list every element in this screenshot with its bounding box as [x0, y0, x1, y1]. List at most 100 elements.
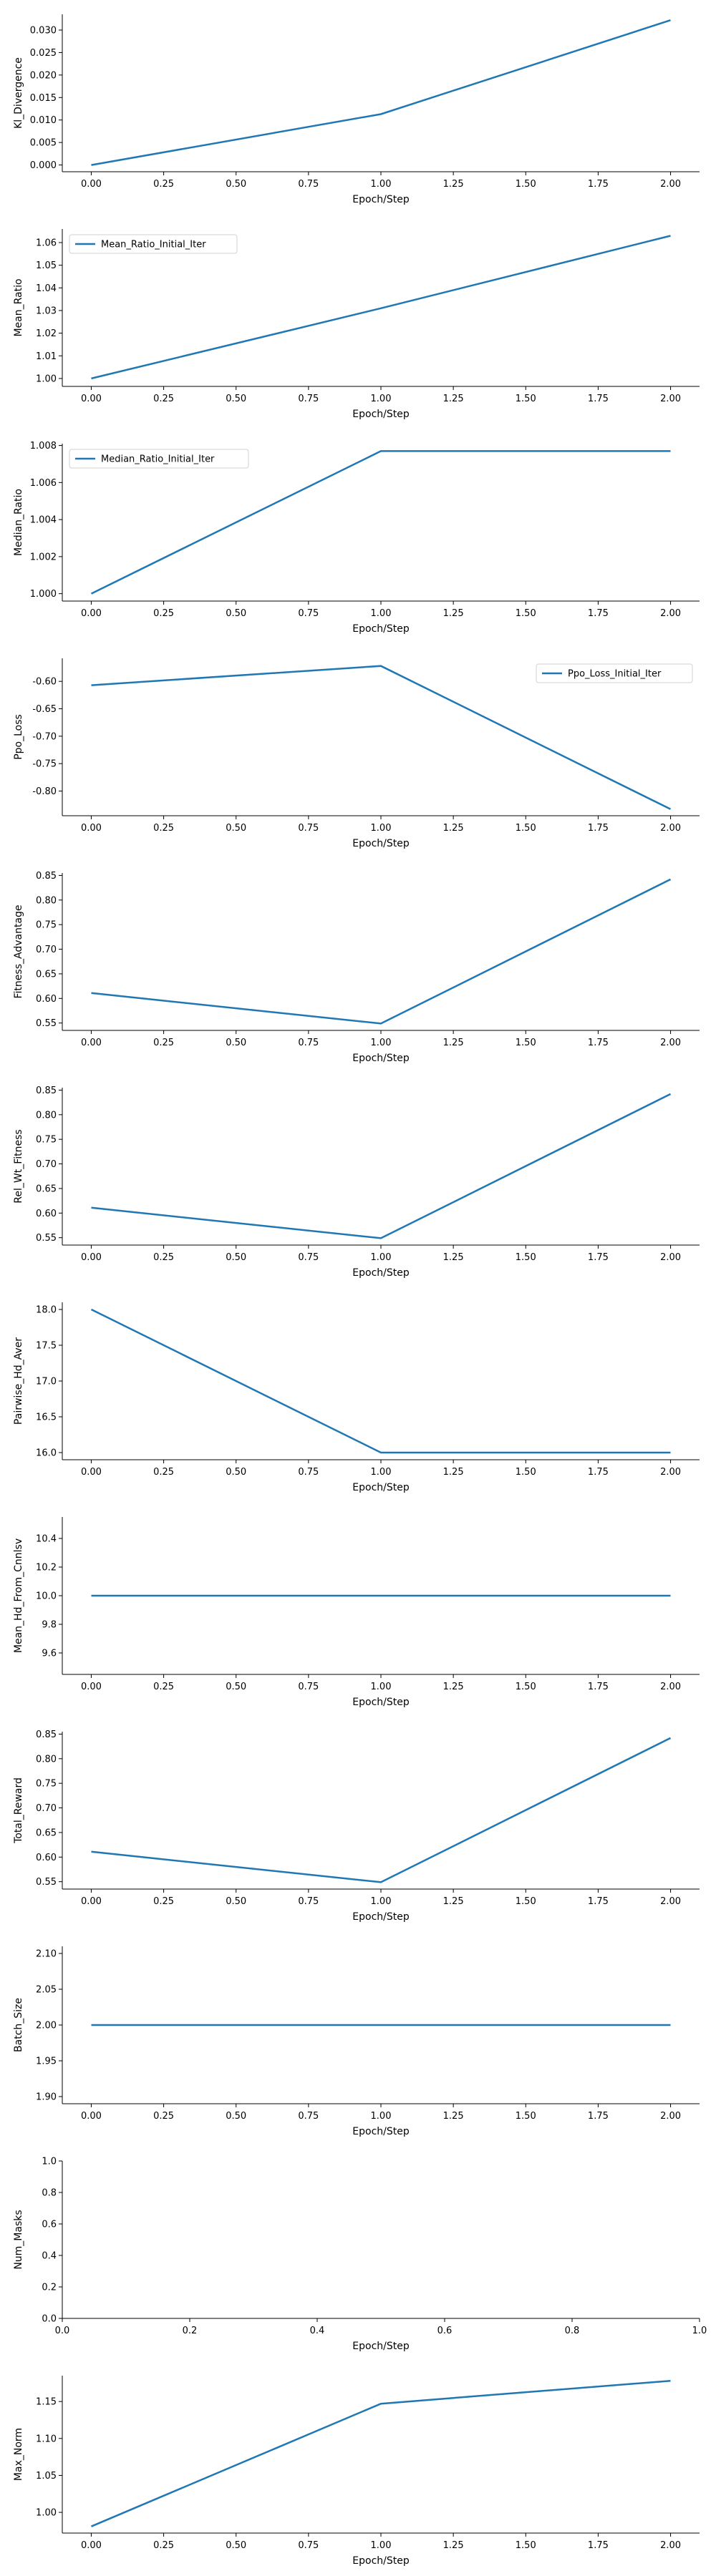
x-tick-label: 0.2: [183, 2326, 198, 2336]
y-tick-label: 1.05: [36, 260, 57, 271]
x-tick-label: 2.00: [660, 394, 681, 404]
x-tick-label: 1.50: [516, 1682, 536, 1692]
chart-panel-2: 0.00 0.25 0.50 0.75 1.00 1.25 1.50 1.75 2.00 1.00…: [13, 229, 700, 420]
x-tick-label: 1.75: [588, 179, 609, 190]
x-axis-label: Epoch/Step: [352, 2341, 410, 2352]
y-tick-label: 0.010: [30, 115, 57, 126]
x-tick-label: 0.75: [298, 2111, 319, 2122]
x-tick-label: 0.25: [153, 1896, 174, 1907]
x-tick-label: 1.00: [371, 1038, 392, 1048]
x-tick-label: 0.00: [81, 2111, 102, 2122]
x-tick-label: 2.00: [660, 2111, 681, 2122]
x-tick-label: 0.25: [153, 823, 174, 834]
x-tick-label: 1.00: [371, 394, 392, 404]
x-tick-label: 1.75: [588, 2111, 609, 2122]
y-tick-label: 18.0: [36, 1305, 57, 1316]
series-line-1: [91, 19, 671, 166]
y-tick-label: 1.06: [36, 238, 57, 248]
x-tick-label: 1.75: [588, 823, 609, 834]
series-line-1: [91, 2379, 671, 2527]
legend-frame: [536, 663, 693, 683]
y-tick-label: 0.65: [36, 1184, 57, 1194]
y-tick-label: 0.75: [36, 1135, 57, 1146]
y-tick-label: 10.4: [36, 1534, 57, 1545]
y-tick-label: 16.5: [36, 1413, 57, 1423]
y-tick-label: 1.006: [30, 478, 57, 489]
x-tick-label: 0.00: [81, 1682, 102, 1692]
x-axis-label: Epoch/Step: [352, 2126, 410, 2137]
x-tick-label: 1.50: [516, 823, 536, 834]
x-tick-label: 0.00: [81, 2540, 102, 2551]
y-tick-label: 2.00: [36, 2021, 57, 2031]
x-tick-label: 0.4: [310, 2326, 325, 2336]
x-axis-label: Epoch/Step: [352, 838, 410, 849]
series-line-1: [91, 665, 672, 810]
x-tick-label: 0.75: [298, 1682, 319, 1692]
x-axis-label: Epoch/Step: [352, 1053, 410, 1064]
y-tick-label: 1.00: [36, 2508, 57, 2519]
y-tick-label: 0.020: [30, 70, 57, 81]
legend-label: Ppo_Loss_Initial_Iter: [568, 669, 662, 680]
y-tick-label: 1.000: [30, 589, 57, 600]
chart-panel-6: 0.00 0.25 0.50 0.75 1.00 1.25 1.50 1.75 2.00 0.55…: [13, 1085, 700, 1279]
x-tick-label: 1.25: [443, 608, 464, 619]
y-tick-label: 1.15: [36, 2397, 57, 2408]
x-tick-label: 0.75: [298, 2540, 319, 2551]
chart-panel-3: 0.00 0.25 0.50 0.75 1.00 1.25 1.50 1.75 2.00 1.00…: [13, 441, 700, 635]
x-tick-label: 0.8: [565, 2326, 580, 2336]
x-tick-label: 1.50: [516, 394, 536, 404]
x-tick-label: 1.75: [588, 1252, 609, 1263]
x-tick-label: 0.25: [153, 1252, 174, 1263]
y-tick-label: 0.55: [36, 1233, 57, 1244]
x-tick-label: 1.75: [588, 1467, 609, 1478]
x-tick-label: 0.50: [226, 2540, 246, 2551]
y-tick-label: 1.00: [36, 374, 57, 384]
x-tick-label: 1.00: [371, 823, 392, 834]
x-tick-label: 0.50: [226, 1252, 246, 1263]
x-tick-label: 1.25: [443, 1467, 464, 1478]
y-tick-label: 17.5: [36, 1341, 57, 1352]
x-axis-label: Epoch/Step: [352, 1697, 410, 1708]
y-tick-label: 2.10: [36, 1949, 57, 1960]
x-tick-label: 0.00: [81, 1252, 102, 1263]
x-tick-label: 2.00: [660, 608, 681, 619]
x-tick-label: 0.75: [298, 179, 319, 190]
y-axis-label: Rel_Wt_Fitness: [13, 1129, 24, 1203]
x-tick-label: 0.25: [153, 1682, 174, 1692]
y-tick-label: 0.005: [30, 138, 57, 149]
y-tick-label: -0.70: [32, 731, 57, 742]
y-tick-label: -0.60: [32, 677, 57, 688]
x-tick-label: 2.00: [660, 823, 681, 834]
y-tick-label: 0.025: [30, 48, 57, 59]
x-tick-label: 0.25: [153, 608, 174, 619]
y-tick-label: 1.05: [36, 2471, 57, 2482]
legend-label: Median_Ratio_Initial_Iter: [101, 454, 215, 465]
x-tick-label: 1.25: [443, 2111, 464, 2122]
x-tick-label: 1.00: [371, 608, 392, 619]
y-tick-label: 0.2: [42, 2283, 57, 2293]
x-axis-label: Epoch/Step: [352, 1911, 410, 1923]
y-tick-label: -0.75: [32, 759, 57, 770]
x-tick-label: 1.50: [516, 1896, 536, 1907]
legend: Ppo_Loss_Initial_Iter: [536, 663, 693, 683]
legend-frame: [69, 449, 249, 469]
y-axis-label: Max_Norm: [13, 2428, 24, 2481]
x-tick-label: 1.75: [588, 1038, 609, 1048]
series-line-1: [90, 1308, 671, 1454]
y-tick-label: 0.65: [36, 969, 57, 980]
y-axis-label: Ppo_Loss: [13, 714, 24, 760]
x-tick-label: 1.25: [443, 179, 464, 190]
x-tick-label: 2.00: [660, 179, 681, 190]
x-tick-label: 0.50: [226, 1896, 246, 1907]
x-tick-label: 1.00: [371, 1467, 392, 1478]
x-tick-label: 1.25: [443, 1252, 464, 1263]
legend-label: Mean_Ratio_Initial_Iter: [101, 240, 206, 250]
y-tick-label: -0.65: [32, 704, 57, 715]
x-tick-label: 1.00: [371, 1682, 392, 1692]
x-tick-label: 0.50: [226, 1682, 246, 1692]
x-tick-label: 1.50: [516, 2111, 536, 2122]
x-tick-label: 2.00: [660, 1467, 681, 1478]
legend: Median_Ratio_Initial_Iter: [69, 449, 249, 469]
x-tick-label: 0.25: [153, 179, 174, 190]
